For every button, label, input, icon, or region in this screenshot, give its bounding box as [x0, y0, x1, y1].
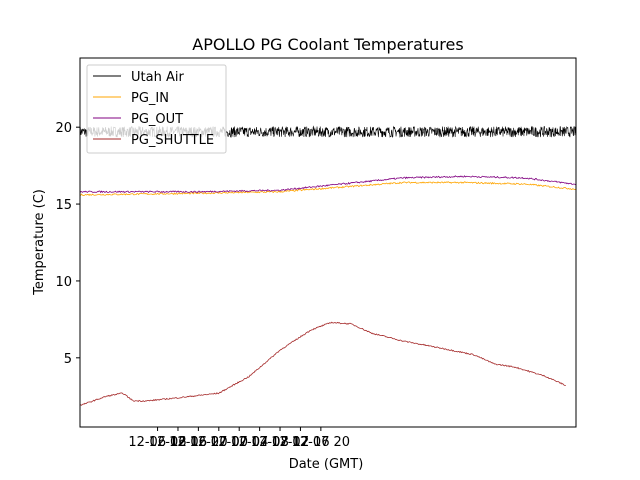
series-line-pg-shuttle: [80, 321, 566, 406]
x-tick-label: 12-07 08: [230, 435, 288, 450]
y-tick-label: 5: [64, 352, 72, 367]
chart-title: APOLLO PG Coolant Temperatures: [192, 35, 463, 54]
legend-label-utah-air: Utah Air: [131, 70, 184, 85]
x-tick-label: 12-07 00: [190, 435, 248, 450]
x-tick-label: 12-07 16: [271, 435, 329, 450]
x-axis-label: Date (GMT): [289, 457, 364, 472]
y-tick-label: 15: [55, 198, 72, 213]
legend-label-pg-shuttle: PG_SHUTTLE: [131, 133, 214, 148]
y-tick-label: 10: [55, 275, 72, 290]
series-line-pg-out: [80, 175, 576, 194]
x-tick-label: 12-06 16: [149, 435, 207, 450]
legend: Utah Air PG_IN PG_OUT PG_SHUTTLE: [86, 64, 227, 154]
y-tick-label: 20: [55, 121, 72, 136]
x-tick-label: 12-06 20: [169, 435, 227, 450]
y-axis: 5 10 15 20: [55, 121, 80, 367]
legend-box: [86, 64, 227, 154]
y-axis-label: Temperature (C): [32, 189, 47, 296]
x-tick-label: 12-07 12: [251, 435, 309, 450]
plot-frame: [79, 57, 577, 428]
legend-label-pg-out: PG_OUT: [131, 112, 183, 127]
series-line-pg-in: [80, 181, 576, 197]
x-tick-label: 12-07 04: [210, 435, 268, 450]
legend-label-pg-in: PG_IN: [131, 91, 169, 106]
x-tick-label: 12-07 20: [292, 435, 350, 450]
x-tick-label: 12-06 12: [128, 435, 186, 450]
